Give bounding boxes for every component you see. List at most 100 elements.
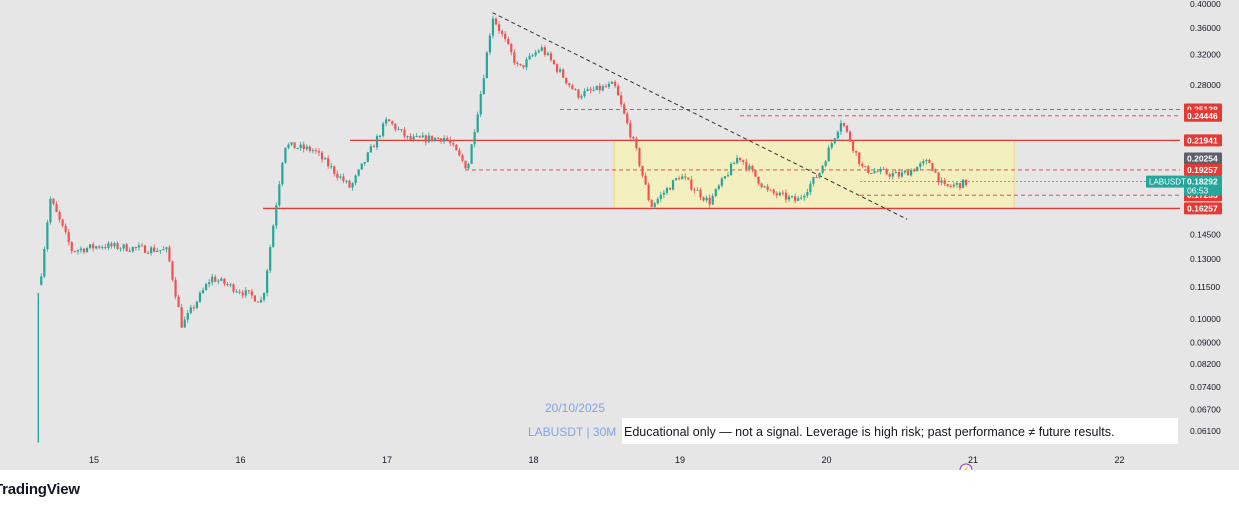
candle-body [815,177,818,179]
candle-body [778,192,781,196]
candle-body [690,179,693,190]
candle-body [140,245,144,247]
candle-body [488,35,492,53]
candle-body [766,186,769,190]
candle-body [381,123,385,136]
candle-body [125,244,128,251]
candle-body [494,18,498,25]
candle-body [168,247,171,262]
candle-body [684,176,687,178]
candle-body [635,138,638,149]
candle-body [339,176,342,178]
candle-body [656,198,659,204]
candle-body [876,171,879,173]
candle-body [943,180,946,185]
current-price-label: 0.18292 [1187,177,1218,187]
candle-body [433,137,437,141]
candle-body [204,284,208,290]
y-tick-label: 0.08200 [1190,359,1221,369]
candle-body [760,183,763,187]
candle-body [192,307,195,309]
candle-body [290,142,293,145]
candle-body [891,173,894,177]
candle-body [568,83,571,86]
candle-body [244,290,247,296]
candle-body [366,152,369,162]
x-tick-label: 22 [1114,455,1124,465]
candle-body [653,203,656,207]
y-tick-label: 0.13000 [1190,254,1221,264]
candle-body [311,150,314,152]
candle-body [107,243,110,249]
candle-body [436,137,440,139]
candle-body [723,176,727,179]
candle-body [250,291,253,296]
candle-body [772,189,775,194]
candle-body [491,18,495,36]
candle-body [208,282,211,285]
candle-body [485,52,488,79]
candle-body [104,247,107,249]
candle-body [742,160,745,162]
candle-body [76,250,79,252]
candle-body [925,160,928,162]
candle-body [916,166,919,172]
candle-body [174,279,177,297]
candle-body [705,197,708,201]
candle-body [858,152,861,165]
candle-body [812,177,815,184]
candle-body [385,119,388,124]
candle-body [845,125,849,132]
candle-body [220,278,223,281]
candle-body [415,136,418,138]
candle-body [150,247,153,254]
candle-body [119,248,122,250]
candle-body [406,136,409,138]
candle-body [955,183,958,185]
candle-body [510,43,513,53]
candle-body [110,243,113,247]
candle-body [952,184,955,187]
level-badge-label: 0.19257 [1187,165,1218,175]
candle-body [421,135,424,138]
candle-body [687,177,690,180]
candle-body [794,196,797,201]
candle-body [171,261,174,280]
level-badge-label: 0.21941 [1187,135,1218,145]
candle-body [769,189,772,191]
candle-body [910,169,913,176]
candle-body [748,165,751,170]
candle-body [946,184,949,186]
candle-body [711,195,714,205]
candle-body [439,138,443,142]
candle-body [482,78,485,95]
candle-body [580,96,583,98]
level-badge-label: 0.25138 [1187,104,1218,114]
candle-body [964,179,968,186]
candle-body [641,165,644,176]
candle-body [308,146,311,151]
price-chart: 0.40000 0.36000 0.32000 0.28000 0.14500 0.130… [0,0,1239,477]
candle-body [458,150,461,156]
candle-body [577,89,580,98]
candle-body [894,171,897,174]
candle-body [543,47,546,55]
candle-body [272,225,275,248]
candle-body [662,192,665,195]
symbol-tag-label: LABUSDT [1149,178,1186,187]
candle-body [867,166,870,174]
candle-body [842,123,846,126]
candle-body [497,24,501,32]
candle-body [449,139,452,144]
candle-body [885,169,888,175]
candle-body [95,246,98,249]
candle-body [751,165,754,170]
candle-body [632,137,635,139]
candle-body [613,81,617,87]
candle-body [617,86,620,96]
candle-body [98,246,101,248]
candle-body [55,203,58,213]
candle-body [46,222,49,250]
candle-body [226,283,229,285]
candle-body [476,114,479,133]
